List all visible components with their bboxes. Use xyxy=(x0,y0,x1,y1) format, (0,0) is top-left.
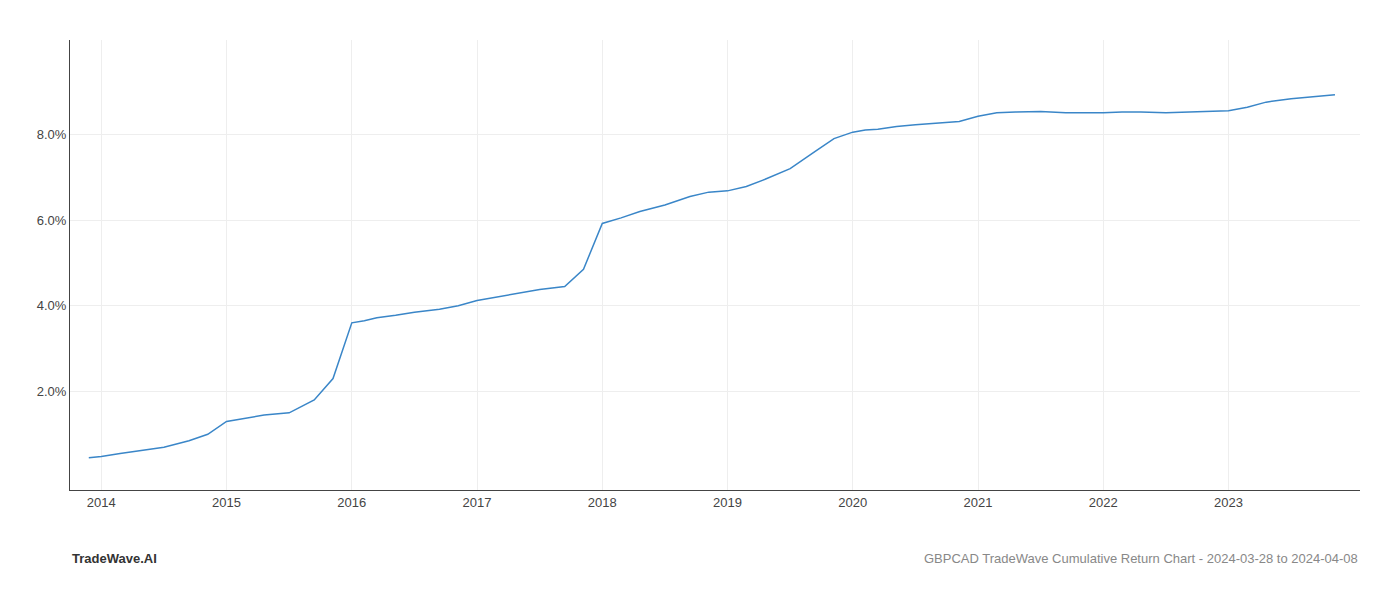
svg-text:2015: 2015 xyxy=(212,495,241,510)
svg-text:2021: 2021 xyxy=(964,495,993,510)
svg-text:GBPCAD TradeWave Cumulative Re: GBPCAD TradeWave Cumulative Return Chart… xyxy=(924,551,1358,566)
svg-text:8.0%: 8.0% xyxy=(37,127,67,142)
svg-text:2017: 2017 xyxy=(463,495,492,510)
svg-text:2016: 2016 xyxy=(337,495,366,510)
svg-text:2014: 2014 xyxy=(87,495,116,510)
svg-text:2023: 2023 xyxy=(1214,495,1243,510)
svg-text:6.0%: 6.0% xyxy=(37,213,67,228)
svg-text:2018: 2018 xyxy=(588,495,617,510)
svg-text:2019: 2019 xyxy=(713,495,742,510)
svg-text:4.0%: 4.0% xyxy=(37,298,67,313)
svg-text:2020: 2020 xyxy=(838,495,867,510)
svg-text:TradeWave.AI: TradeWave.AI xyxy=(72,551,157,566)
svg-text:2.0%: 2.0% xyxy=(37,384,67,399)
svg-text:2022: 2022 xyxy=(1089,495,1118,510)
